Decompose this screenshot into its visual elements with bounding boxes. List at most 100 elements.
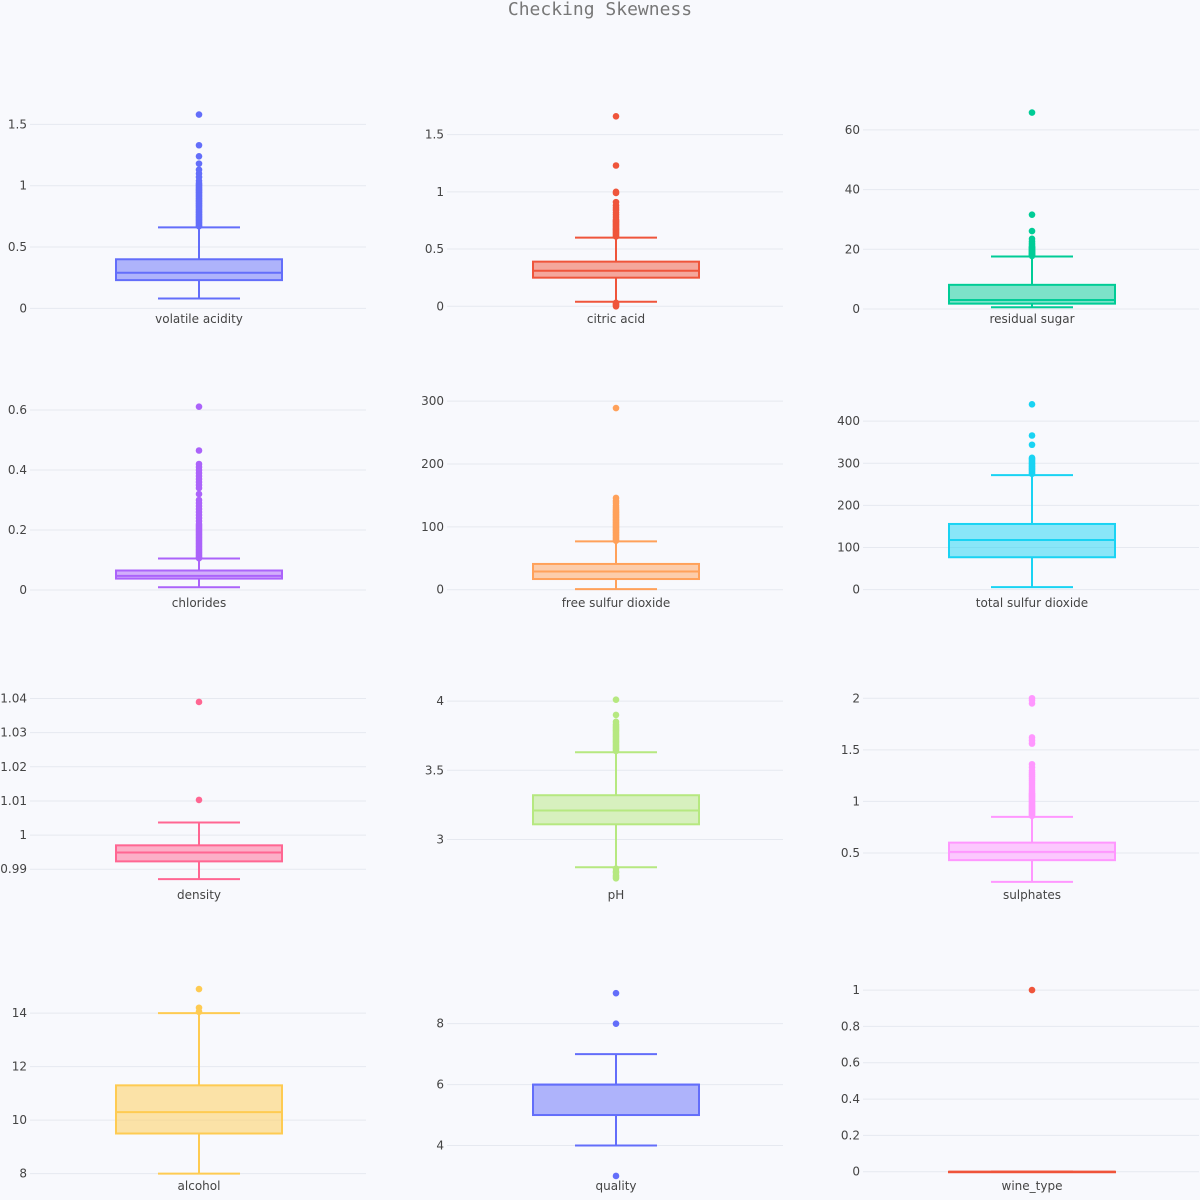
y-tick-label: 200 <box>421 457 444 471</box>
y-tick-label: 3.5 <box>425 763 444 777</box>
category-label: sulphates <box>1003 888 1061 902</box>
subplot: 0 0.5 1 1.5 citric acid <box>425 113 783 326</box>
y-tick-label: 40 <box>845 183 860 197</box>
y-tick-label: 300 <box>421 394 444 408</box>
category-label: quality <box>595 1179 636 1193</box>
y-tick-label: 4 <box>436 694 444 708</box>
y-tick-label: 1 <box>19 179 27 193</box>
outlier-point <box>1028 227 1036 235</box>
subplot: 0 20 40 60 residual sugar <box>845 109 1199 326</box>
outlier-point <box>195 496 203 504</box>
y-tick-label: 3 <box>436 833 444 847</box>
outlier-point <box>612 113 620 120</box>
subplot: 0 0.2 0.4 0.6 0.8 1 wine_type <box>841 983 1199 1193</box>
y-tick-label: 1.04 <box>0 692 27 706</box>
subplot: 0 100 200 300 free sulfur dioxide <box>421 394 783 610</box>
subplot: 4 6 8 quality <box>436 989 783 1193</box>
category-label: total sulfur dioxide <box>976 596 1088 610</box>
y-tick-label: 6 <box>436 1078 444 1092</box>
category-label: density <box>177 888 221 902</box>
iqr-box <box>115 1084 283 1135</box>
y-tick-label: 0 <box>436 299 444 313</box>
y-tick-label: 0 <box>852 302 860 316</box>
y-tick-label: 4 <box>436 1138 444 1152</box>
y-tick-label: 300 <box>837 456 860 470</box>
y-tick-label: 8 <box>436 1017 444 1031</box>
y-tick-label: 0.5 <box>425 242 444 256</box>
y-tick-label: 2 <box>852 691 860 705</box>
iqr-box <box>115 569 283 580</box>
outlier-point <box>1028 441 1036 449</box>
outlier-point <box>612 696 620 703</box>
outlier-point <box>612 162 620 169</box>
outlier-point <box>195 985 203 993</box>
outlier-point <box>1028 432 1036 439</box>
outlier-point <box>612 188 620 196</box>
outlier-point <box>612 299 620 307</box>
iqr-box <box>115 258 283 282</box>
outlier-point <box>612 198 620 206</box>
outlier-point <box>1028 211 1036 218</box>
y-tick-label: 100 <box>837 541 860 555</box>
y-tick-label: 1.01 <box>0 794 27 808</box>
y-tick-label: 0.6 <box>8 403 27 417</box>
outlier-point <box>195 111 203 118</box>
y-tick-label: 0.2 <box>841 1128 860 1142</box>
y-tick-label: 0.99 <box>0 862 27 876</box>
outlier-point <box>1028 235 1036 243</box>
outlier-point <box>1028 454 1036 462</box>
y-tick-label: 200 <box>837 498 860 512</box>
y-tick-label: 400 <box>837 414 860 428</box>
outlier-point <box>1028 401 1036 408</box>
subplot: 0.5 1 1.5 2 sulphates <box>841 691 1199 902</box>
subplot: 0.99 1 1.01 1.02 1.03 1.04 density <box>0 692 366 902</box>
y-tick-label: 20 <box>845 242 860 256</box>
y-tick-label: 0.2 <box>8 523 27 537</box>
category-label: pH <box>608 888 625 902</box>
iqr-box <box>532 260 700 279</box>
category-label: free sulfur dioxide <box>562 596 671 610</box>
outlier-point <box>195 403 203 411</box>
iqr-box <box>532 1083 700 1117</box>
outlier-point <box>612 718 620 726</box>
outlier-point <box>195 160 203 167</box>
subplot: 0 0.5 1 1.5 volatile acidity <box>8 111 366 326</box>
y-tick-label: 1.03 <box>0 726 27 740</box>
outlier-point <box>1028 109 1036 116</box>
outlier-point <box>195 166 203 174</box>
subplot: 0 100 200 300 400 total sulfur dioxide <box>837 401 1199 610</box>
y-tick-label: 1 <box>852 983 860 997</box>
y-tick-label: 0 <box>852 583 860 597</box>
subplot: 0 0.2 0.4 0.6 chlorides <box>8 403 366 610</box>
category-label: citric acid <box>587 312 645 326</box>
outlier-point <box>1028 760 1036 768</box>
y-tick-label: 0 <box>436 583 444 597</box>
y-tick-label: 1 <box>436 185 444 199</box>
category-label: chlorides <box>172 596 226 610</box>
outlier-point <box>1028 694 1036 702</box>
y-tick-label: 1.5 <box>425 128 444 142</box>
y-tick-label: 1.02 <box>0 760 27 774</box>
outlier-point <box>612 865 620 872</box>
outlier-point <box>195 447 203 454</box>
outlier-point <box>612 1172 620 1180</box>
y-tick-label: 14 <box>12 1006 27 1020</box>
outlier-point <box>1028 734 1036 741</box>
y-tick-label: 0.4 <box>841 1092 860 1106</box>
y-tick-label: 0 <box>852 1165 860 1179</box>
y-tick-label: 12 <box>12 1060 27 1074</box>
outlier-point <box>612 1020 620 1027</box>
outlier-point <box>195 698 203 706</box>
y-tick-label: 0 <box>19 583 27 597</box>
outlier-point <box>195 460 203 468</box>
iqr-box <box>948 283 1116 305</box>
y-tick-label: 1 <box>19 828 27 842</box>
y-tick-label: 0.4 <box>8 463 27 477</box>
y-tick-label: 1.5 <box>8 117 27 131</box>
chart-title: Checking Skewness <box>508 0 692 20</box>
y-tick-label: 0.5 <box>8 240 27 254</box>
category-label: residual sugar <box>989 312 1074 326</box>
outlier-point <box>195 1004 203 1012</box>
y-tick-label: 1 <box>852 794 860 808</box>
outlier-point <box>612 404 620 412</box>
